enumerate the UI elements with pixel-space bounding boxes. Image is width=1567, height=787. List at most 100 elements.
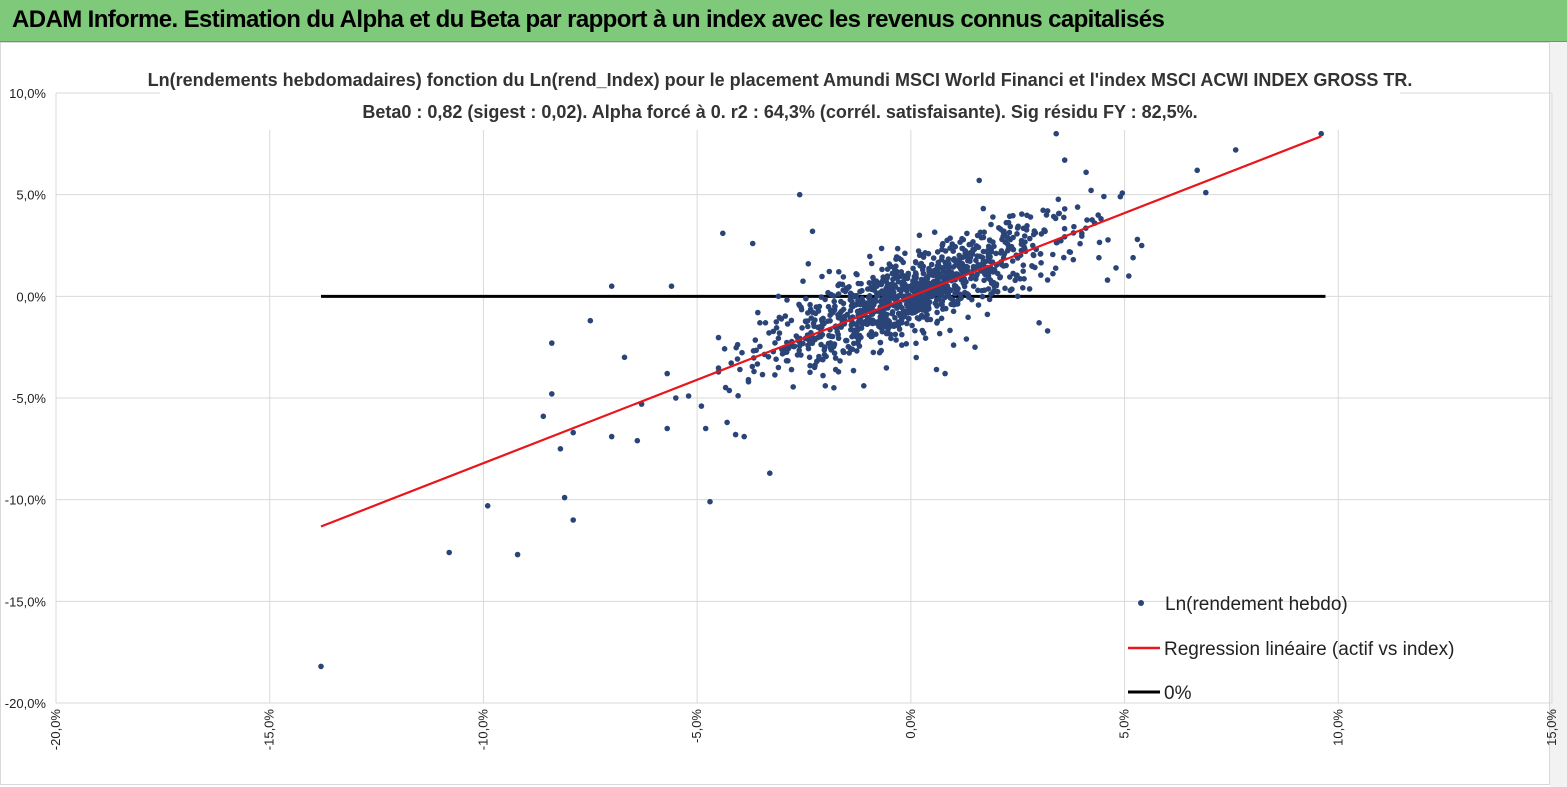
data-point bbox=[702, 425, 709, 432]
data-point bbox=[785, 358, 791, 364]
data-point bbox=[991, 243, 997, 250]
data-point bbox=[1012, 277, 1018, 284]
data-point bbox=[999, 236, 1005, 243]
data-point bbox=[851, 328, 858, 335]
data-point bbox=[905, 303, 912, 310]
data-point bbox=[972, 344, 978, 351]
data-point bbox=[864, 321, 870, 328]
data-point bbox=[813, 304, 820, 310]
data-point bbox=[879, 328, 886, 335]
data-point bbox=[974, 253, 980, 259]
data-point bbox=[1010, 234, 1016, 241]
data-point bbox=[715, 365, 722, 371]
data-point bbox=[961, 283, 968, 290]
data-point bbox=[868, 333, 874, 340]
data-point bbox=[952, 290, 958, 297]
data-point bbox=[823, 353, 829, 360]
data-point bbox=[841, 313, 848, 320]
data-point bbox=[947, 327, 953, 334]
data-point bbox=[886, 324, 893, 330]
data-point bbox=[540, 413, 547, 420]
data-point bbox=[849, 346, 856, 353]
data-point bbox=[924, 316, 931, 323]
data-point bbox=[664, 425, 670, 432]
data-point bbox=[587, 317, 594, 324]
data-point bbox=[942, 370, 948, 377]
data-point bbox=[849, 303, 856, 310]
data-point bbox=[964, 230, 970, 237]
data-point bbox=[980, 234, 987, 241]
data-point bbox=[814, 334, 821, 341]
data-point bbox=[973, 257, 979, 264]
data-point bbox=[751, 368, 757, 375]
data-point bbox=[749, 240, 756, 247]
data-point bbox=[1036, 320, 1042, 326]
data-point bbox=[889, 310, 895, 317]
data-point bbox=[1113, 265, 1119, 271]
data-point bbox=[1031, 228, 1038, 234]
data-point bbox=[788, 366, 795, 373]
data-point bbox=[549, 340, 555, 346]
data-point bbox=[1027, 214, 1034, 220]
data-point bbox=[965, 294, 972, 300]
data-point bbox=[1074, 204, 1081, 210]
data-point bbox=[846, 350, 852, 356]
data-point bbox=[920, 270, 927, 277]
data-point bbox=[745, 376, 752, 383]
data-point bbox=[957, 291, 964, 298]
data-point bbox=[1044, 277, 1051, 283]
data-point bbox=[943, 305, 949, 312]
data-point bbox=[835, 282, 841, 289]
data-point bbox=[896, 255, 902, 262]
data-point bbox=[1050, 270, 1056, 277]
data-point bbox=[975, 302, 982, 308]
data-point bbox=[913, 271, 919, 278]
data-point bbox=[673, 395, 679, 401]
data-point bbox=[892, 315, 898, 321]
y-tick-label: 10,0% bbox=[9, 86, 46, 101]
data-point bbox=[707, 498, 713, 505]
data-point bbox=[971, 246, 978, 253]
data-point bbox=[1021, 276, 1027, 282]
data-point bbox=[881, 276, 887, 283]
data-point bbox=[1029, 263, 1035, 269]
data-point bbox=[741, 433, 747, 440]
data-point bbox=[888, 335, 894, 342]
data-point bbox=[1041, 227, 1048, 234]
data-point bbox=[1018, 237, 1025, 244]
data-point bbox=[773, 356, 779, 363]
data-point bbox=[836, 269, 842, 275]
data-point bbox=[926, 299, 933, 305]
data-point bbox=[722, 384, 729, 391]
data-point bbox=[772, 340, 778, 346]
data-point bbox=[950, 271, 957, 278]
data-point bbox=[835, 291, 842, 297]
data-point bbox=[934, 249, 941, 255]
data-point bbox=[922, 250, 928, 256]
data-point bbox=[877, 298, 884, 305]
data-point bbox=[951, 302, 957, 308]
data-point bbox=[956, 256, 963, 263]
data-point bbox=[1232, 147, 1239, 153]
data-point bbox=[904, 275, 911, 282]
data-point bbox=[856, 298, 863, 304]
data-point bbox=[848, 294, 854, 300]
data-point bbox=[848, 322, 855, 328]
data-point bbox=[956, 263, 962, 270]
data-point bbox=[1038, 272, 1044, 278]
data-point bbox=[791, 343, 797, 350]
data-point bbox=[819, 273, 825, 280]
data-point bbox=[1037, 251, 1044, 257]
data-point bbox=[916, 281, 923, 287]
data-point bbox=[946, 261, 952, 267]
data-point bbox=[832, 303, 838, 310]
data-point bbox=[988, 291, 994, 297]
data-point bbox=[1027, 235, 1033, 242]
data-point bbox=[934, 309, 940, 316]
data-point bbox=[846, 284, 852, 290]
data-point bbox=[1096, 254, 1102, 261]
data-point bbox=[974, 271, 980, 278]
data-point bbox=[1015, 223, 1021, 230]
data-point bbox=[1005, 219, 1012, 226]
data-point bbox=[1084, 217, 1090, 223]
